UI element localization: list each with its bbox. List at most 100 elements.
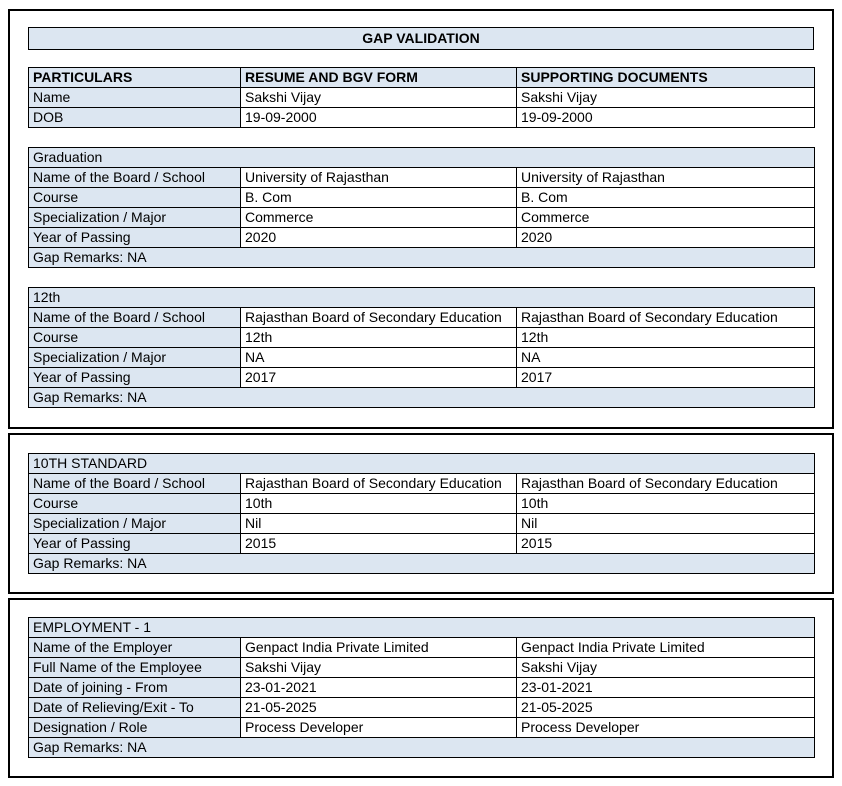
gap-remarks-row: Gap Remarks: NA xyxy=(28,737,815,758)
section-title-row: 12th xyxy=(28,287,815,308)
resume-value-cell: Sakshi Vijay xyxy=(240,657,517,678)
row-label-cell: Specialization / Major xyxy=(28,347,241,368)
resume-value-cell: Sakshi Vijay xyxy=(240,87,517,108)
table-row: Name of the Employer Genpact India Privat… xyxy=(28,637,815,658)
supporting-value-cell: 2015 xyxy=(515,533,816,554)
supporting-value-cell: Rajasthan Board of Secondary Education xyxy=(516,307,815,328)
row-label-cell: Name of the Board / School xyxy=(28,167,241,188)
gap-remarks: Gap Remarks: NA xyxy=(27,553,816,574)
row-label-cell: Specialization / Major xyxy=(28,207,241,228)
row-label-cell: Name of the Board / School xyxy=(28,473,241,494)
supporting-value-cell: Nil xyxy=(515,513,816,534)
supporting-value-cell: B. Com xyxy=(515,187,816,208)
resume-value-cell: Process Developer xyxy=(240,717,517,738)
resume-value-cell: 2017 xyxy=(240,367,517,388)
supporting-value-cell: 2020 xyxy=(515,227,816,248)
table-row: Date of Relieving/Exit - To 21-05-2025 21-… xyxy=(28,697,815,718)
employment-1-table: EMPLOYMENT - 1 Name of the Employer Genpac… xyxy=(28,617,815,758)
table-row: Year of Passing 2015 2015 xyxy=(28,533,816,554)
gap-remarks-row: Gap Remarks: NA xyxy=(27,247,816,268)
gap-remarks: Gap Remarks: NA xyxy=(28,387,815,408)
row-label-cell: Date of Relieving/Exit - To xyxy=(28,697,241,718)
table-row: Course 10th 10th xyxy=(28,493,816,514)
table-row: DOB 19-09-2000 19-09-2000 xyxy=(28,107,815,128)
row-label-cell: Year of Passing xyxy=(28,533,241,554)
row-label-cell: Name of the Board / School xyxy=(28,307,241,328)
resume-value-cell: Commerce xyxy=(240,207,517,228)
resume-value-cell: Nil xyxy=(240,513,517,534)
gap-remarks: Gap Remarks: NA xyxy=(27,247,816,268)
row-label-cell: Specialization / Major xyxy=(28,513,241,534)
resume-value-cell: NA xyxy=(240,347,517,368)
resume-value-cell: B. Com xyxy=(240,187,517,208)
resume-value-cell: 2015 xyxy=(240,533,517,554)
graduation-table: Graduation Name of the Board / School Univ… xyxy=(27,147,816,268)
particulars-header-row: PARTICULARS RESUME AND BGV FORM SUPPORTI… xyxy=(28,67,815,88)
section-title: 10TH STANDARD xyxy=(27,453,816,474)
particulars-table: PARTICULARS RESUME AND BGV FORM SUPPORTI… xyxy=(28,67,815,128)
row-label-cell: Course xyxy=(28,493,241,514)
supporting-value-cell: Genpact India Private Limited xyxy=(516,637,815,658)
column-header-particulars: PARTICULARS xyxy=(28,67,241,88)
row-label-cell: Year of Passing xyxy=(28,367,241,388)
supporting-value-cell: Commerce xyxy=(515,207,816,228)
supporting-value-cell: 2017 xyxy=(516,367,815,388)
section-title-row: Graduation xyxy=(27,147,816,168)
twelfth-table: 12th Name of the Board / School Rajasthan … xyxy=(28,287,815,408)
section-title-row: 10TH STANDARD xyxy=(27,453,816,474)
row-label-cell: Course xyxy=(28,327,241,348)
gap-validation-document: GAP VALIDATION PARTICULARS RESUME AND BG… xyxy=(0,9,842,786)
resume-value-cell: 21-05-2025 xyxy=(240,697,517,718)
row-label-cell: Designation / Role xyxy=(28,717,241,738)
resume-value-cell: 10th xyxy=(240,493,517,514)
supporting-value-cell: 23-01-2021 xyxy=(516,677,815,698)
supporting-value-cell: 21-05-2025 xyxy=(516,697,815,718)
table-row: Full Name of the Employee Sakshi Vijay Sak… xyxy=(28,657,815,678)
table-row: Designation / Role Process Developer Proce… xyxy=(28,717,815,738)
frame-middle: 10TH STANDARD Name of the Board / School R… xyxy=(8,433,834,594)
column-header-supporting-docs: SUPPORTING DOCUMENTS xyxy=(516,67,815,88)
table-row: Course 12th 12th xyxy=(28,327,815,348)
resume-value-cell: 12th xyxy=(240,327,517,348)
table-row: Name of the Board / School Rajasthan Boar… xyxy=(28,473,816,494)
section-title: 12th xyxy=(28,287,815,308)
supporting-value-cell: Rajasthan Board of Secondary Education xyxy=(515,473,816,494)
resume-value-cell: 2020 xyxy=(240,227,517,248)
tenth-standard-table: 10TH STANDARD Name of the Board / School R… xyxy=(27,453,816,574)
supporting-value-cell: 10th xyxy=(515,493,816,514)
supporting-value-cell: Process Developer xyxy=(516,717,815,738)
frame-top: GAP VALIDATION PARTICULARS RESUME AND BG… xyxy=(8,9,834,429)
row-label-cell: Full Name of the Employee xyxy=(28,657,241,678)
table-row: Year of Passing 2017 2017 xyxy=(28,367,815,388)
supporting-value-cell: Sakshi Vijay xyxy=(516,87,815,108)
row-label-cell: Date of joining - From xyxy=(28,677,241,698)
column-header-resume-bgv: RESUME AND BGV FORM xyxy=(240,67,517,88)
table-row: Name of the Board / School Rajasthan Boar… xyxy=(28,307,815,328)
resume-value-cell: 19-09-2000 xyxy=(240,107,517,128)
row-label-cell: DOB xyxy=(28,107,241,128)
document-title: GAP VALIDATION xyxy=(28,27,814,50)
supporting-value-cell: 19-09-2000 xyxy=(516,107,815,128)
resume-value-cell: Rajasthan Board of Secondary Education xyxy=(240,307,517,328)
table-row: Course B. Com B. Com xyxy=(28,187,816,208)
table-row: Specialization / Major Commerce Commerce xyxy=(28,207,816,228)
resume-value-cell: Genpact India Private Limited xyxy=(240,637,517,658)
row-label-cell: Name xyxy=(28,87,241,108)
supporting-value-cell: 12th xyxy=(516,327,815,348)
gap-remarks-row: Gap Remarks: NA xyxy=(28,387,815,408)
section-title: Graduation xyxy=(27,147,816,168)
section-title: EMPLOYMENT - 1 xyxy=(28,617,815,638)
table-row: Specialization / Major Nil Nil xyxy=(28,513,816,534)
spacer xyxy=(28,128,814,147)
supporting-value-cell: Sakshi Vijay xyxy=(516,657,815,678)
gap-remarks-row: Gap Remarks: NA xyxy=(27,553,816,574)
spacer xyxy=(28,268,814,287)
table-row: Name of the Board / School University of … xyxy=(28,167,816,188)
resume-value-cell: 23-01-2021 xyxy=(240,677,517,698)
row-label-cell: Name of the Employer xyxy=(28,637,241,658)
table-row: Specialization / Major NA NA xyxy=(28,347,815,368)
supporting-value-cell: NA xyxy=(516,347,815,368)
row-label-cell: Year of Passing xyxy=(28,227,241,248)
resume-value-cell: University of Rajasthan xyxy=(240,167,517,188)
frame-bottom: EMPLOYMENT - 1 Name of the Employer Genpac… xyxy=(8,598,834,778)
